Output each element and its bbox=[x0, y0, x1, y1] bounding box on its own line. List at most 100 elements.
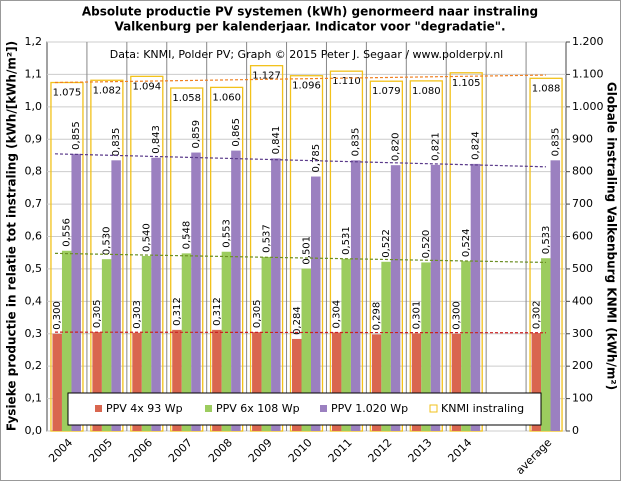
y2-tick-label: 800 bbox=[572, 165, 593, 178]
y2-tick-label: 600 bbox=[572, 230, 593, 243]
trend-line bbox=[54, 153, 547, 168]
bar bbox=[92, 332, 102, 431]
data-label: 0,530 bbox=[102, 227, 113, 256]
data-label: 1.127 bbox=[252, 71, 281, 82]
bar bbox=[71, 153, 81, 431]
data-label: 0,312 bbox=[172, 297, 183, 326]
bar bbox=[430, 164, 441, 431]
legend-swatch bbox=[205, 405, 212, 412]
bar bbox=[181, 253, 192, 431]
bar bbox=[390, 165, 401, 431]
trend-line bbox=[54, 252, 547, 264]
y2-tick-label: 400 bbox=[572, 294, 593, 307]
y-tick-label: 1,2 bbox=[25, 35, 43, 48]
y2-tick-label: 100 bbox=[572, 392, 593, 405]
data-label: 0,835 bbox=[550, 128, 561, 157]
bar bbox=[261, 256, 272, 431]
data-label: 0,520 bbox=[421, 230, 432, 259]
data-label: 1.088 bbox=[532, 83, 561, 94]
bar bbox=[151, 157, 161, 432]
y2-tick-label: 1.200 bbox=[572, 35, 604, 48]
data-label: 1.096 bbox=[292, 81, 321, 92]
bar bbox=[311, 176, 321, 431]
data-label: 0,531 bbox=[341, 226, 352, 255]
data-label: 0,835 bbox=[351, 128, 362, 157]
data-label: 1.079 bbox=[372, 86, 401, 97]
y-tick-label: 0,5 bbox=[25, 262, 43, 275]
data-label: 0,820 bbox=[391, 133, 402, 162]
legend-label: PPV 6x 108 Wp bbox=[216, 402, 300, 415]
data-label: 0,298 bbox=[372, 302, 383, 331]
bar bbox=[52, 333, 62, 431]
y-tick-label: 0,9 bbox=[25, 132, 43, 145]
bar bbox=[301, 268, 311, 431]
data-label: 0,302 bbox=[531, 300, 542, 329]
data-label: 0,501 bbox=[301, 236, 312, 265]
legend-label: PPV 1.020 Wp bbox=[331, 402, 408, 415]
y-tick-label: 0,1 bbox=[25, 392, 43, 405]
y-tick-label: 0,0 bbox=[25, 424, 43, 437]
bar bbox=[132, 332, 142, 431]
bar bbox=[172, 329, 182, 431]
y-tick-label: 1,1 bbox=[25, 67, 43, 80]
data-label: 0,284 bbox=[292, 306, 303, 335]
data-label: 0,524 bbox=[461, 228, 472, 257]
data-label: 0,548 bbox=[181, 221, 192, 250]
data-label: 0,301 bbox=[412, 301, 423, 330]
data-label: 0,303 bbox=[132, 300, 143, 329]
bar bbox=[292, 338, 302, 431]
bar bbox=[141, 255, 152, 431]
y2-tick-label: 700 bbox=[572, 197, 593, 210]
y-axis-label: Fysieke productie in relatie tot instral… bbox=[5, 41, 19, 431]
data-label: 0,300 bbox=[52, 301, 63, 330]
bar bbox=[231, 150, 241, 432]
legend-swatch bbox=[95, 405, 102, 412]
y2-axis-label: Globale instraling Valkenburg KNMI (kWh/… bbox=[605, 82, 619, 390]
y2-tick-label: 900 bbox=[572, 132, 593, 145]
data-label: 0,855 bbox=[71, 121, 82, 150]
trend-line bbox=[54, 74, 547, 84]
bar bbox=[341, 258, 351, 431]
data-label: 0,859 bbox=[191, 120, 202, 149]
legend-label: PPV 4x 93 Wp bbox=[106, 402, 183, 415]
y2-tick-label: 0 bbox=[572, 424, 579, 437]
data-label: 1.110 bbox=[332, 76, 361, 87]
bar bbox=[212, 329, 222, 431]
legend-label: KNMI instraling bbox=[441, 402, 524, 415]
bar bbox=[350, 160, 361, 431]
bar bbox=[111, 160, 121, 431]
data-label: 0,533 bbox=[541, 226, 552, 255]
data-label: 0,785 bbox=[311, 144, 322, 173]
legend bbox=[67, 392, 542, 426]
bar bbox=[191, 152, 201, 431]
y-tick-label: 1,0 bbox=[25, 100, 43, 113]
data-label: 1.060 bbox=[212, 92, 241, 103]
y-tick-label: 0,6 bbox=[25, 230, 43, 243]
bar bbox=[531, 333, 542, 431]
data-label: 0,835 bbox=[111, 128, 122, 157]
data-label: 0,312 bbox=[212, 297, 223, 326]
data-label: 0,305 bbox=[252, 299, 263, 328]
data-label: 1.105 bbox=[452, 78, 481, 89]
y2-tick-label: 200 bbox=[572, 359, 593, 372]
data-label: 0,305 bbox=[92, 299, 103, 328]
bar bbox=[331, 332, 342, 431]
bar bbox=[550, 160, 561, 431]
bar bbox=[271, 158, 281, 431]
data-label: 0,843 bbox=[151, 125, 162, 154]
bar bbox=[101, 259, 112, 431]
data-label: 0,841 bbox=[271, 126, 282, 155]
chart-title: Absolute productie PV systemen (kWh) gen… bbox=[82, 5, 538, 19]
bar bbox=[541, 258, 551, 431]
y-tick-label: 0,4 bbox=[25, 294, 43, 307]
data-label: 0,300 bbox=[451, 301, 462, 330]
data-label: 1.080 bbox=[412, 86, 441, 97]
data-label: 0,304 bbox=[332, 300, 343, 329]
chart-title: Valkenburg per kalenderjaar. Indicator v… bbox=[114, 20, 505, 34]
y2-tick-label: 500 bbox=[572, 262, 593, 275]
trend-line bbox=[54, 331, 547, 334]
y2-tick-label: 1.000 bbox=[572, 100, 604, 113]
bar bbox=[221, 251, 232, 431]
y2-tick-label: 300 bbox=[572, 327, 593, 340]
y-tick-label: 0,3 bbox=[25, 327, 43, 340]
